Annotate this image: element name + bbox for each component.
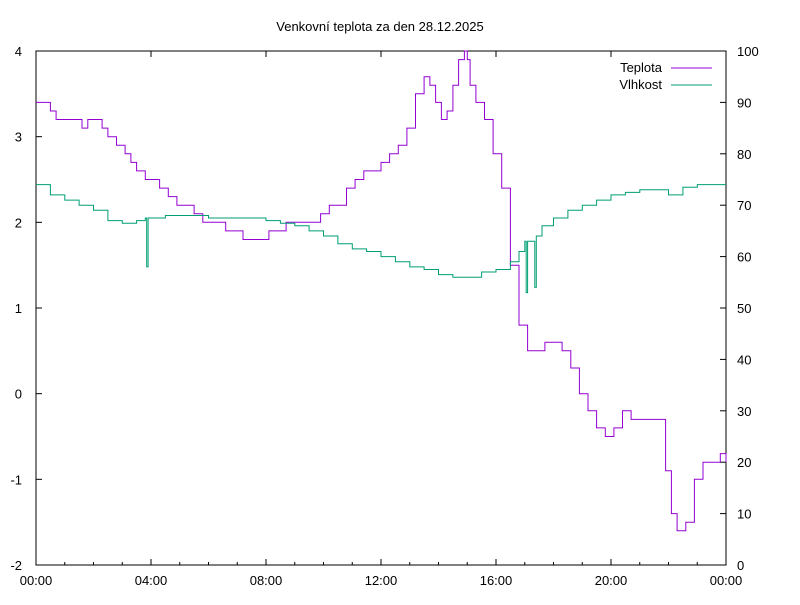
- y-right-tick-label: 30: [737, 404, 751, 419]
- y-right-tick-label: 80: [737, 147, 751, 162]
- y-left-tick-label: -1: [10, 472, 22, 487]
- y-right-tick-label: 50: [737, 301, 751, 316]
- x-tick-label: 04:00: [135, 573, 168, 588]
- x-tick-label: 20:00: [595, 573, 628, 588]
- y-left-tick-label: 0: [15, 387, 22, 402]
- x-tick-label: 00:00: [710, 573, 743, 588]
- axes: 00:00 04:00 08:00 12:00 16:00 20:00 00:00-2-10…: [10, 44, 758, 588]
- series-lines: [36, 50, 727, 532]
- x-tick-label: 12:00: [365, 573, 398, 588]
- y-right-tick-label: 20: [737, 455, 751, 470]
- plot-frame: [35, 50, 727, 566]
- y-left-tick-label: 4: [15, 44, 22, 59]
- x-tick-label: 08:00: [250, 573, 283, 588]
- chart-title: Venkovní teplota za den 28.12.2025: [276, 19, 483, 34]
- y-right-tick-label: 10: [737, 507, 751, 522]
- x-tick-label: 16:00: [480, 573, 513, 588]
- y-left-tick-label: 2: [15, 215, 22, 230]
- y-left-tick-label: 3: [15, 130, 22, 145]
- x-tick-label: 00:00: [20, 573, 53, 588]
- y-right-tick-label: 100: [737, 44, 759, 59]
- y-right-tick-label: 90: [737, 95, 751, 110]
- legend-label-teplota: Teplota: [620, 60, 663, 75]
- y-left-tick-label: -2: [10, 558, 22, 573]
- y-right-tick-label: 60: [737, 250, 751, 265]
- legend: Teplota Vlhkost: [619, 60, 712, 92]
- y-right-tick-label: 40: [737, 352, 751, 367]
- y-left-tick-label: 1: [15, 301, 22, 316]
- legend-label-vlhkost: Vlhkost: [619, 77, 662, 92]
- series-line-vlhkost: [36, 184, 726, 294]
- y-right-tick-label: 70: [737, 198, 751, 213]
- series-line-teplota: [36, 50, 727, 532]
- y-right-tick-label: 0: [737, 558, 744, 573]
